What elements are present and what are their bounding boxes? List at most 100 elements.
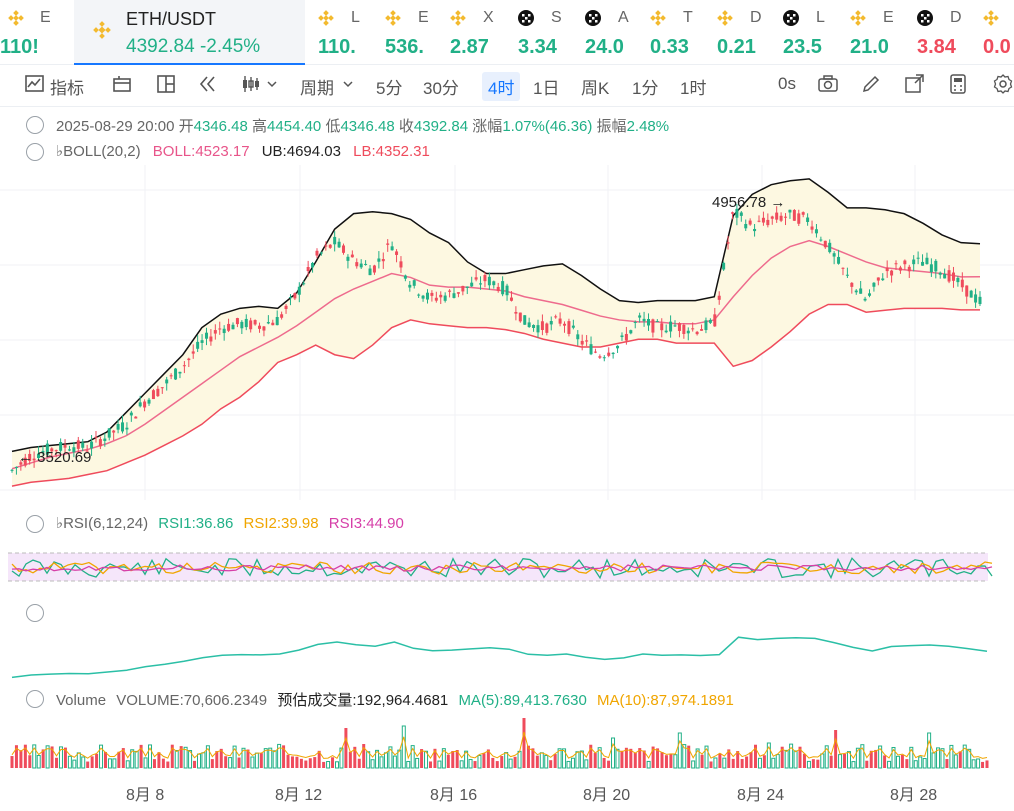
candle-body bbox=[814, 229, 818, 234]
interval-2[interactable]: 4时 bbox=[482, 72, 521, 101]
ticker-3[interactable]: X 2.87 bbox=[450, 0, 508, 64]
volume-bar bbox=[45, 745, 50, 769]
volume-bar bbox=[28, 755, 32, 768]
active-ticker-eth-usdt[interactable]: ETH/USDT 4392.84 -2.45% bbox=[74, 0, 305, 65]
ticker-7[interactable]: D 0.21 bbox=[717, 0, 775, 64]
interval-1[interactable]: 30分 bbox=[423, 79, 459, 98]
price-chart[interactable]: 4956.78 → ← 3520.69 bbox=[0, 165, 1014, 500]
ticker-1[interactable]: L 110. bbox=[318, 0, 376, 64]
collapse-chevron-icon[interactable] bbox=[26, 116, 44, 134]
layout-icon[interactable] bbox=[155, 73, 177, 95]
rsi-bell-icon[interactable]: ♭ bbox=[56, 515, 64, 532]
volume-bar bbox=[909, 746, 914, 769]
volume-bar bbox=[922, 758, 927, 769]
volume-bar bbox=[531, 748, 535, 768]
candle-body bbox=[222, 328, 226, 334]
candle-body bbox=[501, 281, 505, 295]
ticker-6[interactable]: T 0.33 bbox=[650, 0, 708, 64]
candle-body bbox=[558, 318, 562, 324]
volume-bar bbox=[331, 757, 335, 768]
volume-bar bbox=[900, 754, 904, 768]
candle-type-icon[interactable] bbox=[240, 73, 262, 95]
volume-bar bbox=[397, 749, 402, 769]
candle-body bbox=[72, 447, 76, 453]
settings-gear-icon[interactable] bbox=[992, 73, 1014, 95]
x-axis-label: 8月 20 bbox=[583, 787, 631, 804]
boll-collapse-icon[interactable] bbox=[26, 143, 44, 161]
volume-chart[interactable] bbox=[0, 712, 1014, 770]
ticker-0[interactable]: E 110! bbox=[0, 0, 62, 64]
interval-4[interactable]: 周K bbox=[581, 79, 610, 98]
volume-bar bbox=[855, 747, 860, 769]
okx-icon bbox=[585, 10, 601, 26]
interval-3[interactable]: 1日 bbox=[533, 79, 560, 98]
interval-5[interactable]: 1分 bbox=[632, 79, 659, 98]
ticker-8[interactable]: L 23.5 bbox=[783, 0, 841, 64]
candle-body bbox=[178, 371, 182, 374]
volume-bar bbox=[775, 754, 780, 769]
indicator-chart-icon[interactable] bbox=[24, 73, 46, 95]
expand-icon[interactable] bbox=[903, 73, 925, 95]
candle-body bbox=[408, 284, 412, 288]
period-button[interactable]: 周期 bbox=[300, 74, 334, 99]
bell-icon[interactable]: ♭ bbox=[56, 143, 64, 160]
volume-collapse-icon[interactable] bbox=[26, 690, 44, 708]
ticker-9[interactable]: E 21.0 bbox=[850, 0, 908, 64]
bnb-icon bbox=[318, 10, 334, 26]
chevron-down-icon[interactable] bbox=[265, 73, 279, 95]
rewind-icon[interactable] bbox=[197, 73, 219, 95]
period-chevron-down-icon[interactable] bbox=[341, 73, 355, 95]
ticker-5[interactable]: A 24.0 bbox=[585, 0, 643, 64]
candle-body bbox=[368, 268, 372, 276]
volume-bar bbox=[638, 748, 642, 768]
candle-body bbox=[204, 332, 208, 339]
candle-body bbox=[784, 216, 788, 218]
candle-body bbox=[98, 439, 102, 447]
candle-body bbox=[492, 281, 496, 286]
calculator-icon[interactable] bbox=[947, 73, 969, 95]
candle-body bbox=[94, 436, 98, 438]
candle-body bbox=[425, 292, 429, 300]
rsi-label[interactable]: RSI(6,12,24) bbox=[63, 515, 149, 532]
candle-body bbox=[355, 262, 359, 267]
volume-bar bbox=[406, 760, 411, 769]
volume-bar bbox=[669, 754, 673, 768]
ticker-2[interactable]: E 536. bbox=[385, 0, 443, 64]
volume-bar bbox=[824, 745, 829, 769]
candle-body bbox=[646, 319, 650, 326]
boll-mid-value: BOLL:4523.17 bbox=[152, 143, 250, 160]
candle-body bbox=[67, 449, 71, 451]
camera-icon[interactable] bbox=[817, 73, 839, 95]
candle-body bbox=[686, 330, 690, 334]
drawing-tools-icon[interactable] bbox=[111, 73, 133, 95]
ticker-10[interactable]: D 3.84 bbox=[917, 0, 975, 64]
ticker-11[interactable]: 0.0 bbox=[983, 0, 1014, 64]
indicators-button[interactable]: 指标 bbox=[50, 79, 84, 98]
boll-label[interactable]: BOLL(20,2) bbox=[63, 143, 141, 160]
volume-bar bbox=[656, 748, 660, 768]
candle-body bbox=[642, 318, 646, 322]
volume-bar bbox=[718, 753, 722, 768]
candle-body bbox=[863, 298, 867, 301]
ticker-4[interactable]: S 3.34 bbox=[518, 0, 576, 64]
expand-indicator-icon[interactable] bbox=[26, 604, 44, 622]
ticker-symbol: E bbox=[418, 9, 429, 26]
volume-bar bbox=[370, 759, 375, 769]
candle-body bbox=[708, 319, 712, 323]
candle-body bbox=[474, 277, 478, 280]
volume-bar bbox=[232, 745, 237, 769]
volume-label[interactable]: Volume bbox=[56, 692, 107, 709]
candle-body bbox=[465, 286, 469, 288]
volume-bar bbox=[620, 750, 624, 768]
volume-bar bbox=[579, 750, 584, 769]
indicator-chart[interactable] bbox=[0, 620, 1014, 685]
period-label: 周期 bbox=[300, 79, 334, 98]
rsi-chart[interactable] bbox=[0, 540, 1014, 595]
interval-0[interactable]: 5分 bbox=[376, 79, 403, 98]
interval-6[interactable]: 1时 bbox=[680, 79, 707, 98]
candle-body bbox=[624, 333, 628, 341]
candle-body bbox=[607, 352, 611, 356]
volume-bar bbox=[500, 756, 504, 768]
rsi-collapse-icon[interactable] bbox=[26, 515, 44, 533]
pencil-icon[interactable] bbox=[860, 73, 882, 95]
